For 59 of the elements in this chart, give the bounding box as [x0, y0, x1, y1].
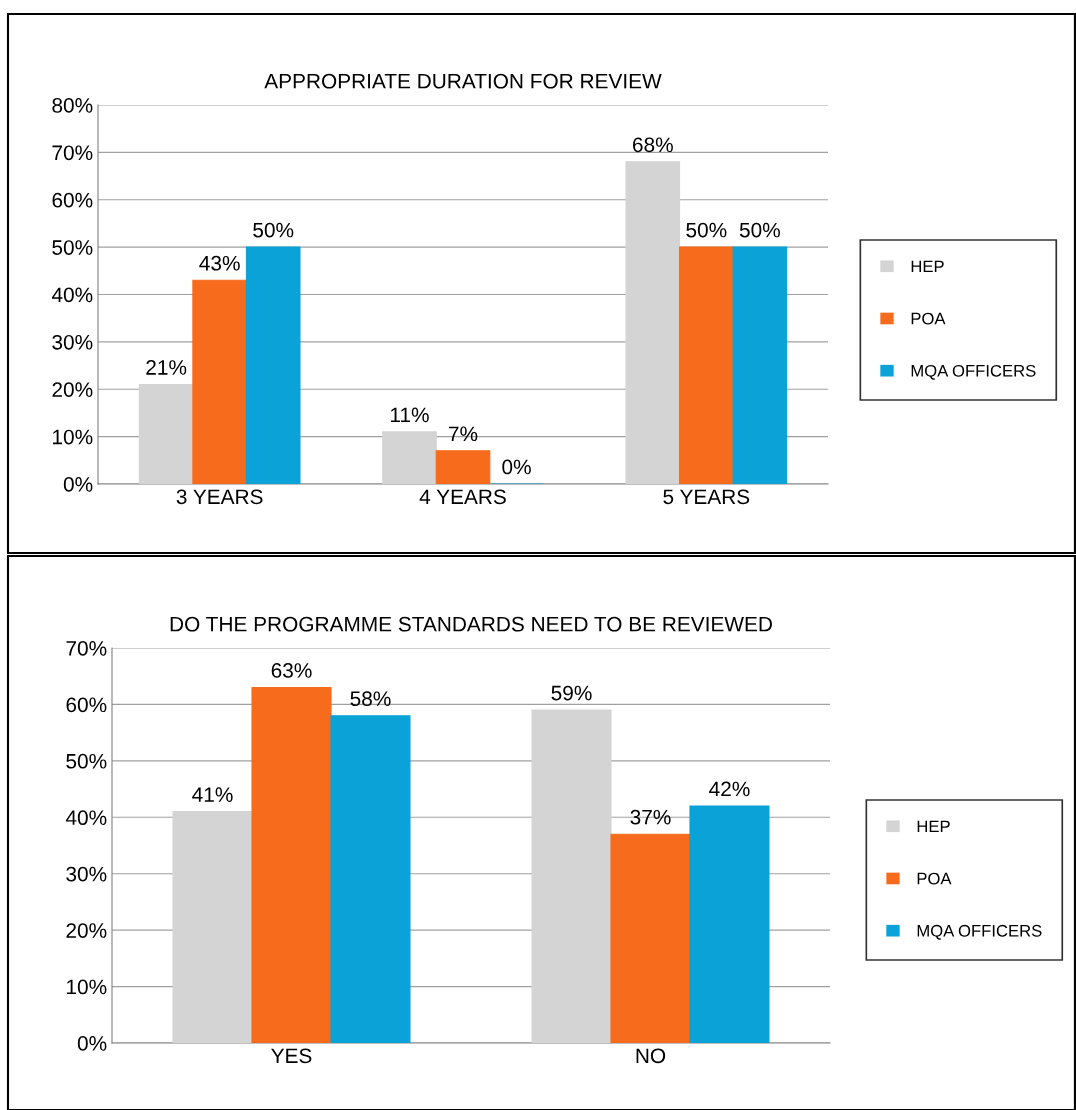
bar	[625, 161, 681, 484]
data-label: 59%	[551, 685, 592, 701]
y-tick-label: 80%	[52, 98, 93, 113]
data-label: 7%	[449, 426, 478, 442]
y-tick-label: 0%	[63, 477, 93, 492]
data-label: 37%	[630, 809, 671, 825]
y-tick-label: 10%	[67, 979, 107, 995]
data-label: 43%	[199, 255, 240, 271]
y-tick-label: 50%	[52, 240, 93, 255]
bar	[610, 833, 691, 1043]
data-label: 50%	[253, 222, 294, 238]
x-tick-label: 3 YEARS	[176, 489, 263, 505]
bar	[689, 805, 770, 1043]
y-tick-label: 60%	[66, 697, 107, 713]
y-tick-label: 70%	[66, 641, 107, 656]
bar	[679, 246, 734, 484]
y-tick-label: 40%	[65, 810, 107, 826]
bar	[192, 279, 247, 484]
y-tick-label: 70%	[52, 145, 93, 161]
data-label: 41%	[192, 787, 233, 802]
legend-label: MQA OFFICERS	[911, 364, 1036, 380]
bar	[435, 450, 491, 484]
data-label: 0%	[502, 459, 531, 475]
bar	[245, 246, 301, 484]
x-tick-label: 4 YEARS	[419, 489, 506, 505]
bar	[251, 686, 332, 1043]
x-tick-label: 5 YEARS	[663, 489, 750, 505]
legend-label: HEP	[917, 820, 950, 833]
data-label: 11%	[390, 407, 429, 423]
y-tick-label: 20%	[52, 382, 93, 397]
bar	[531, 709, 612, 1043]
data-label: 63%	[271, 663, 312, 678]
x-tick-label: NO	[636, 1048, 666, 1064]
legend-label: HEP	[911, 260, 944, 273]
bar	[330, 715, 411, 1043]
y-tick-label: 10%	[53, 429, 93, 445]
bar	[732, 246, 788, 484]
data-label: 68%	[633, 137, 673, 153]
data-label: 42%	[709, 781, 750, 797]
y-tick-label: 40%	[51, 287, 93, 303]
data-label: 50%	[739, 222, 780, 238]
y-tick-label: 20%	[66, 923, 107, 938]
data-label: 50%	[686, 222, 727, 238]
chart-title: DO THE PROGRAMME STANDARDS NEED TO BE REVIEWED	[170, 616, 772, 632]
y-tick-label: 60%	[52, 192, 93, 208]
bar	[138, 383, 194, 484]
chart-title: APPROPRIATE DURATION FOR REVIEW	[264, 73, 662, 89]
bar	[172, 811, 253, 1043]
bar	[382, 431, 437, 484]
data-label: 58%	[350, 691, 391, 707]
x-tick-label: YES	[271, 1048, 312, 1064]
data-label: 21%	[146, 360, 187, 375]
legend-label: MQA OFFICERS	[917, 924, 1042, 940]
y-tick-label: 50%	[66, 753, 107, 769]
y-tick-label: 30%	[66, 866, 107, 882]
legend-label: POA	[911, 312, 946, 325]
y-tick-label: 30%	[52, 334, 93, 350]
y-tick-label: 0%	[77, 1036, 107, 1051]
legend-label: POA	[917, 872, 952, 885]
